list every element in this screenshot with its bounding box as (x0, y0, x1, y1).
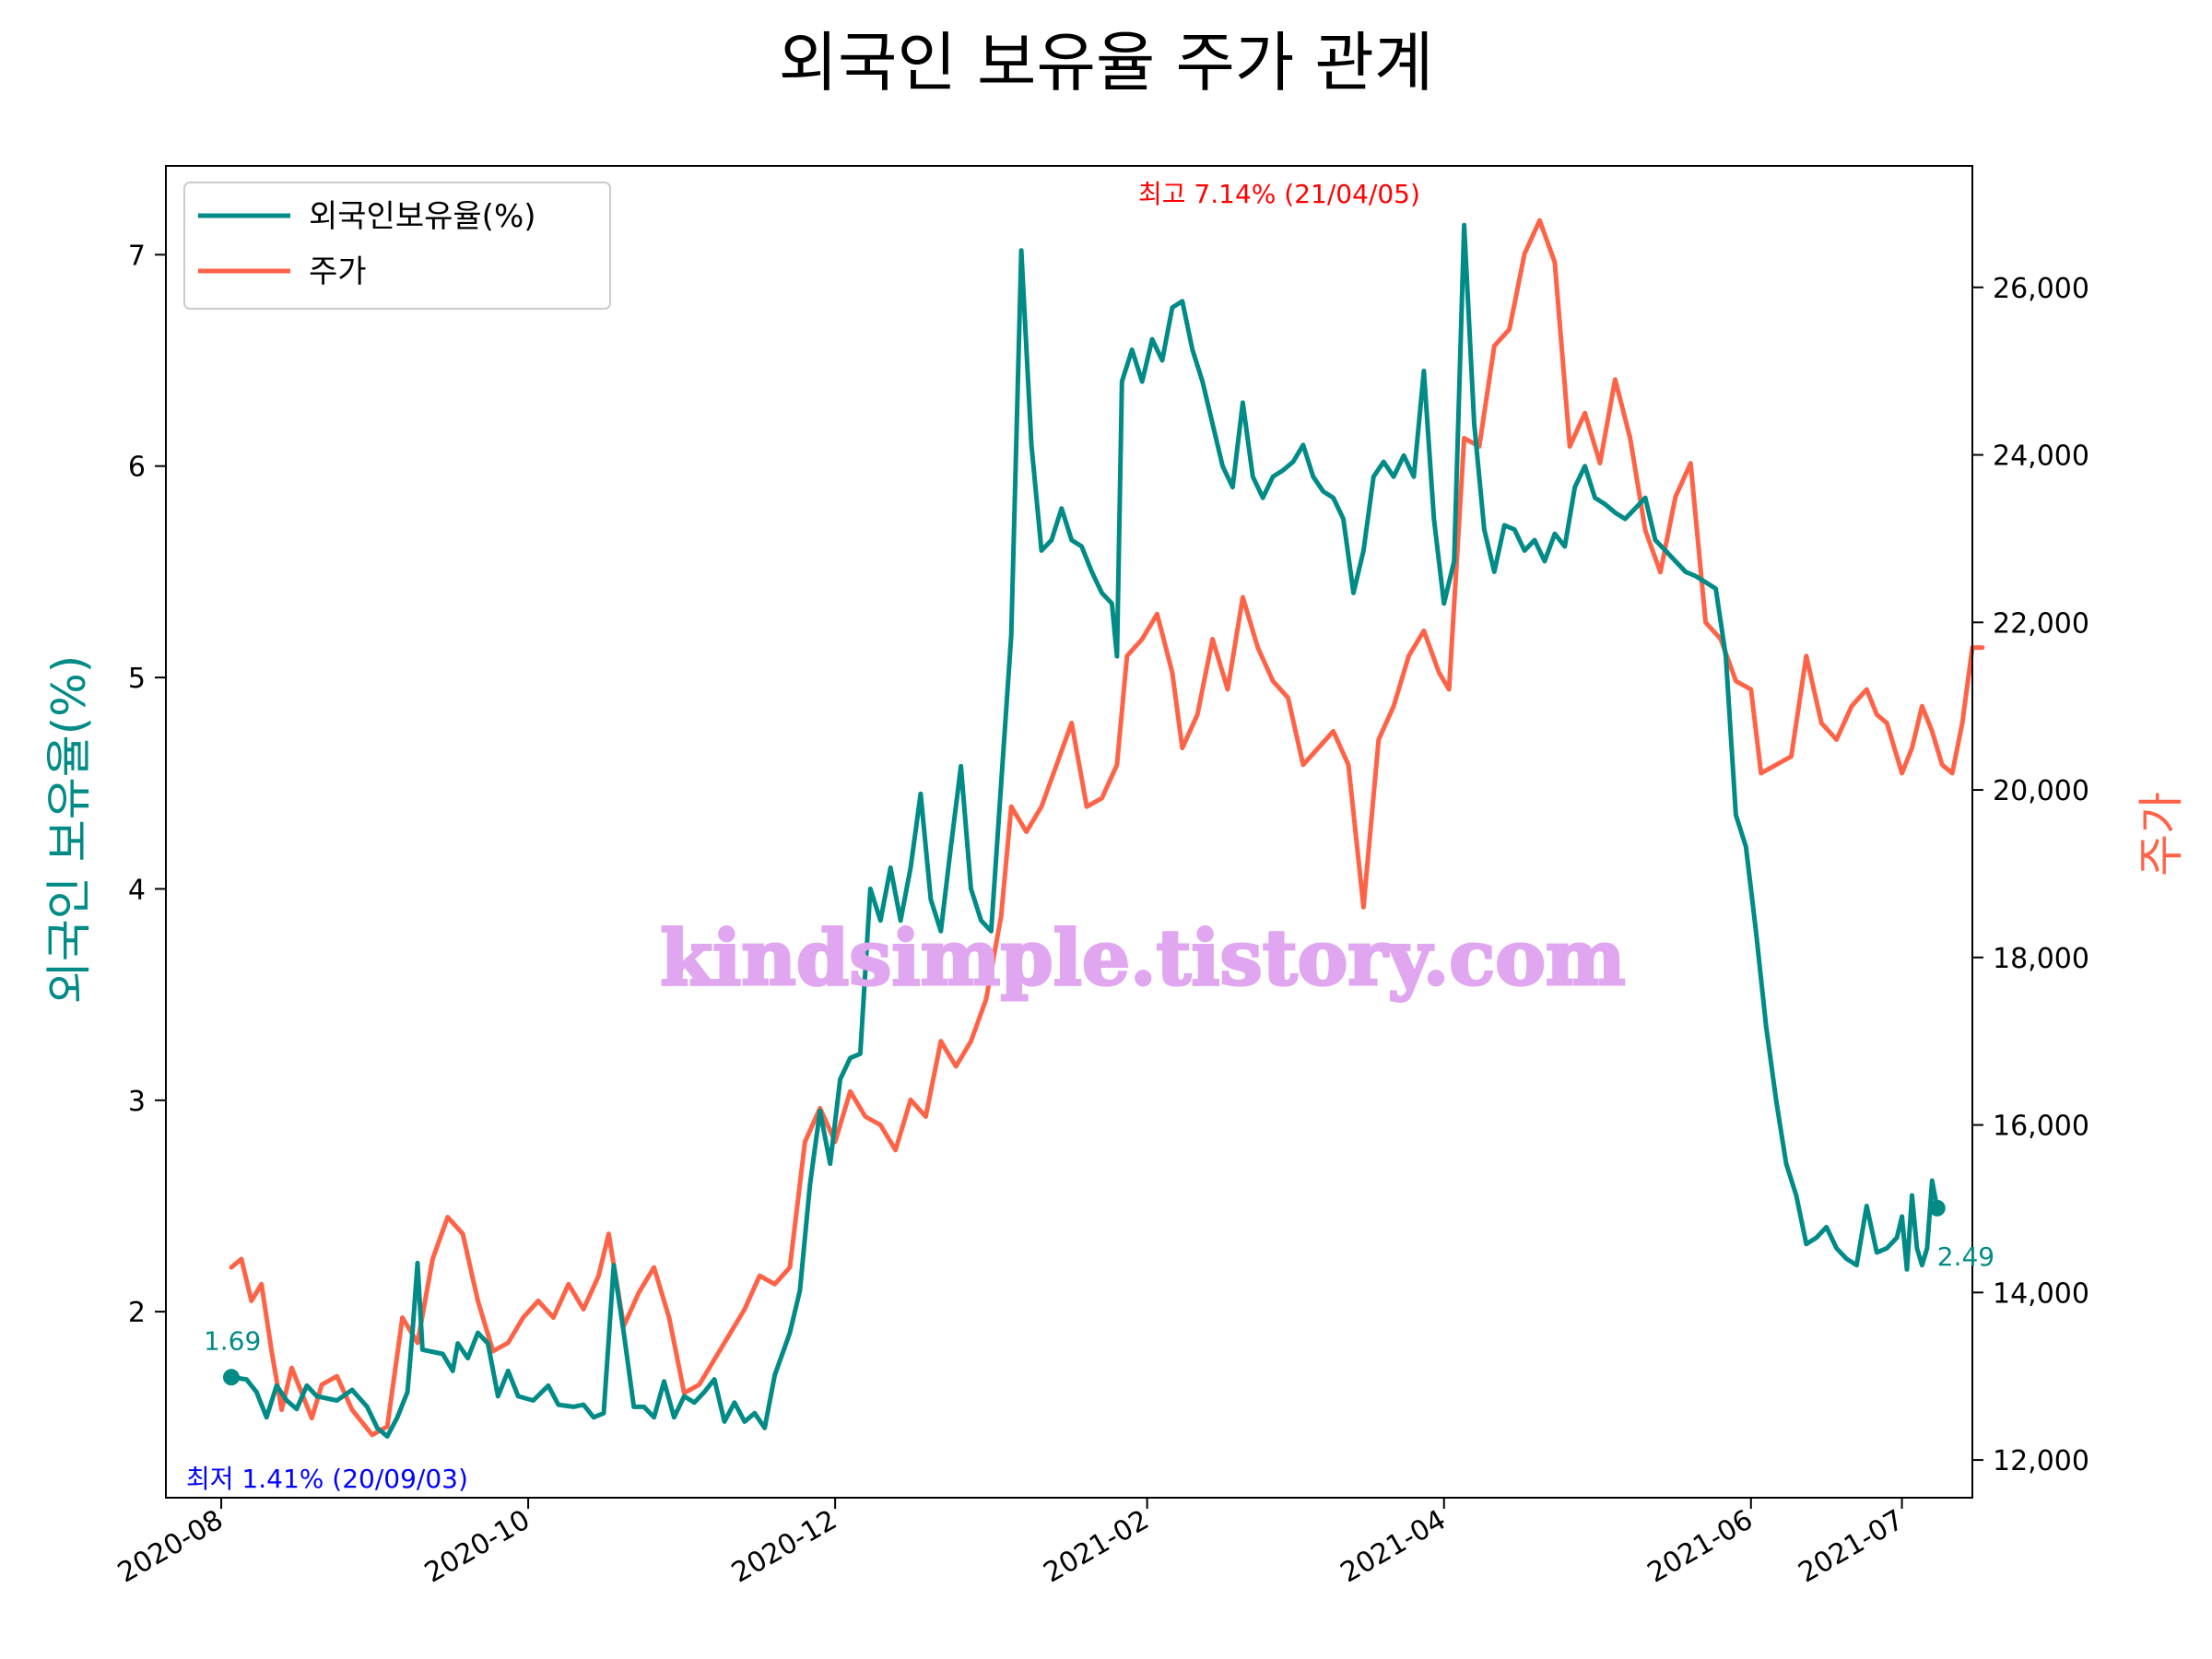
y-left-tick-label: 4 (128, 874, 146, 906)
start-marker (222, 1369, 240, 1386)
plot-frame (165, 165, 1973, 1499)
y-right-tick-label: 24,000 (1993, 441, 2089, 473)
y-axis-right-label: 주가 (2135, 792, 2188, 877)
y-left-tick-label: 7 (128, 240, 146, 272)
legend: 외국인보유율(%) 주가 (183, 182, 611, 310)
annotations: 1.69 2.49 최고 7.14% (21/04/05) 최저 1.41% (20/… (186, 179, 1994, 1494)
y-right-tick-label: 16,000 (1993, 1111, 2089, 1143)
min-annotation: 최저 1.41% (20/09/03) (186, 1464, 468, 1494)
y-left-tick-label: 3 (128, 1086, 146, 1118)
y-left-tick-label: 2 (128, 1297, 146, 1329)
y-axis-right: 12,000 14,000 16,000 18,000 20,000 22,000 24,0… (1972, 273, 2089, 1477)
watermark-text: kindsimple.tistory.com (660, 914, 1625, 1003)
y-right-tick-label: 26,000 (1993, 273, 2089, 305)
y-right-tick-label: 20,000 (1993, 775, 2089, 807)
y-right-tick-label: 14,000 (1993, 1277, 2089, 1310)
y-axis-left-label: 외국인 보유율(%) (42, 655, 96, 1004)
y-left-tick-label: 5 (128, 663, 146, 695)
y-right-tick-label: 22,000 (1993, 607, 2089, 640)
start-value-label: 1.69 (204, 1325, 261, 1356)
y-right-tick-label: 18,000 (1993, 943, 2089, 975)
chart-title: 외국인 보유율 주가 관계 (779, 25, 1434, 100)
max-annotation: 최고 7.14% (21/04/05) (1138, 179, 1420, 209)
y-right-tick-label: 12,000 (1993, 1445, 2089, 1477)
series-line-foreign-ratio (229, 222, 1940, 1439)
y-left-tick-label: 6 (128, 452, 146, 484)
y-axis-left: 2 3 4 5 6 7 (128, 240, 166, 1329)
end-marker (1928, 1199, 1946, 1217)
foreign-series-layer (229, 222, 1940, 1439)
legend-frame (183, 182, 611, 310)
end-value-label: 2.49 (1937, 1241, 1994, 1272)
legend-label-price: 주가 (309, 253, 367, 290)
legend-label-foreign: 외국인보유율(%) (309, 198, 536, 235)
